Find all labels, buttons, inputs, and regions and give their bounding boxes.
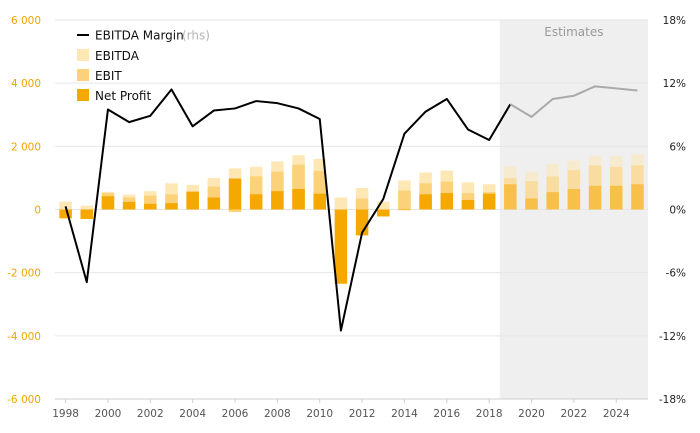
x-tick-label: 2002 xyxy=(137,408,164,420)
bar-net-profit xyxy=(567,188,581,210)
legend-note-rhs: (rhs) xyxy=(182,29,210,43)
x-tick-label: 2010 xyxy=(306,408,333,420)
bar-net-profit xyxy=(398,209,411,211)
bar-net-profit xyxy=(122,201,136,210)
bar-net-profit xyxy=(59,209,72,219)
bar-net-profit xyxy=(228,178,242,210)
y-right-tick-label: 0% xyxy=(669,205,686,217)
legend: EBITDA Margin(rhs) EBITDA EBIT Net Profit xyxy=(77,29,210,103)
bar-net-profit xyxy=(377,209,390,217)
y-right-tick-label: -18% xyxy=(659,394,686,406)
y-right-tick-label: -6% xyxy=(666,268,686,280)
legend-swatch xyxy=(77,89,89,101)
bar-net-profit xyxy=(186,191,199,210)
bar-net-profit xyxy=(313,193,326,210)
y-right-tick-label: 12% xyxy=(663,78,686,90)
bar-net-profit xyxy=(631,184,644,210)
bar-net-profit xyxy=(207,197,221,210)
bar-net-profit xyxy=(292,188,305,210)
bar-ebitda xyxy=(80,205,94,210)
y-left-tick-label: -2 000 xyxy=(7,268,41,280)
legend-label: EBITDA xyxy=(95,49,140,63)
y-left-tick-label: -6 000 xyxy=(7,394,41,406)
bar-ebitda xyxy=(334,197,348,210)
bar-ebitda xyxy=(59,201,72,210)
ebitda-margin-line xyxy=(64,88,512,332)
bar-net-profit xyxy=(165,203,178,210)
y-right-tick-label: 6% xyxy=(669,141,686,153)
x-tick-label: 2000 xyxy=(95,408,122,420)
bar-net-profit xyxy=(271,191,284,210)
bar-ebit xyxy=(398,190,411,210)
axes: 6 000 4 000 2 000 0 -2 000 -4 000 -6 000 18% 12%… xyxy=(7,15,686,420)
x-tick-label: 2014 xyxy=(391,408,418,420)
legend-label: Net Profit xyxy=(95,89,151,103)
legend-label: EBIT xyxy=(95,69,122,83)
estimates-label: Estimates xyxy=(544,25,603,39)
bar-net-profit xyxy=(609,185,623,210)
bar-net-profit xyxy=(144,203,157,210)
legend-label-ebitda-margin: EBITDA Margin xyxy=(95,29,184,43)
y-right-tick-label: -12% xyxy=(659,331,686,343)
y-right-tick-label: 18% xyxy=(663,15,686,27)
y-left-tick-label: 2 000 xyxy=(11,141,41,153)
bar-net-profit xyxy=(440,193,454,210)
bar-net-profit xyxy=(101,196,115,210)
legend-swatch xyxy=(77,69,89,81)
bar-series xyxy=(59,154,644,284)
y-left-tick-label: -4 000 xyxy=(7,331,41,343)
x-tick-label: 2012 xyxy=(349,408,376,420)
x-tick-label: 2018 xyxy=(476,408,503,420)
bar-net-profit xyxy=(419,194,432,210)
y-left-tick-label: 4 000 xyxy=(11,78,41,90)
x-tick-label: 2006 xyxy=(222,408,249,420)
bar-net-profit xyxy=(80,209,94,219)
bar-ebitda xyxy=(377,201,390,210)
bar-net-profit xyxy=(546,192,559,210)
x-tick-label: 1998 xyxy=(52,408,79,420)
x-tick-label: 2024 xyxy=(603,408,630,420)
bar-net-profit xyxy=(482,193,496,210)
bar-net-profit xyxy=(461,200,475,210)
x-tick-label: 2008 xyxy=(264,408,291,420)
y-left-tick-label: 6 000 xyxy=(11,15,41,27)
bar-net-profit xyxy=(588,185,602,210)
x-tick-label: 2022 xyxy=(561,408,588,420)
bar-net-profit xyxy=(525,198,538,210)
x-tick-label: 2020 xyxy=(518,408,545,420)
bar-net-profit xyxy=(334,209,348,284)
margin-line-series xyxy=(64,85,638,332)
legend-swatch xyxy=(77,49,89,61)
bar-ebit xyxy=(355,198,369,210)
x-tick-label: 2016 xyxy=(433,408,460,420)
x-tick-label: 2004 xyxy=(179,408,206,420)
bar-net-profit xyxy=(504,184,517,210)
bar-net-profit xyxy=(249,194,263,210)
ebitda-margin-estimate-line xyxy=(509,85,638,118)
y-left-tick-label: 0 xyxy=(34,205,41,217)
bar-ebit xyxy=(228,209,242,213)
